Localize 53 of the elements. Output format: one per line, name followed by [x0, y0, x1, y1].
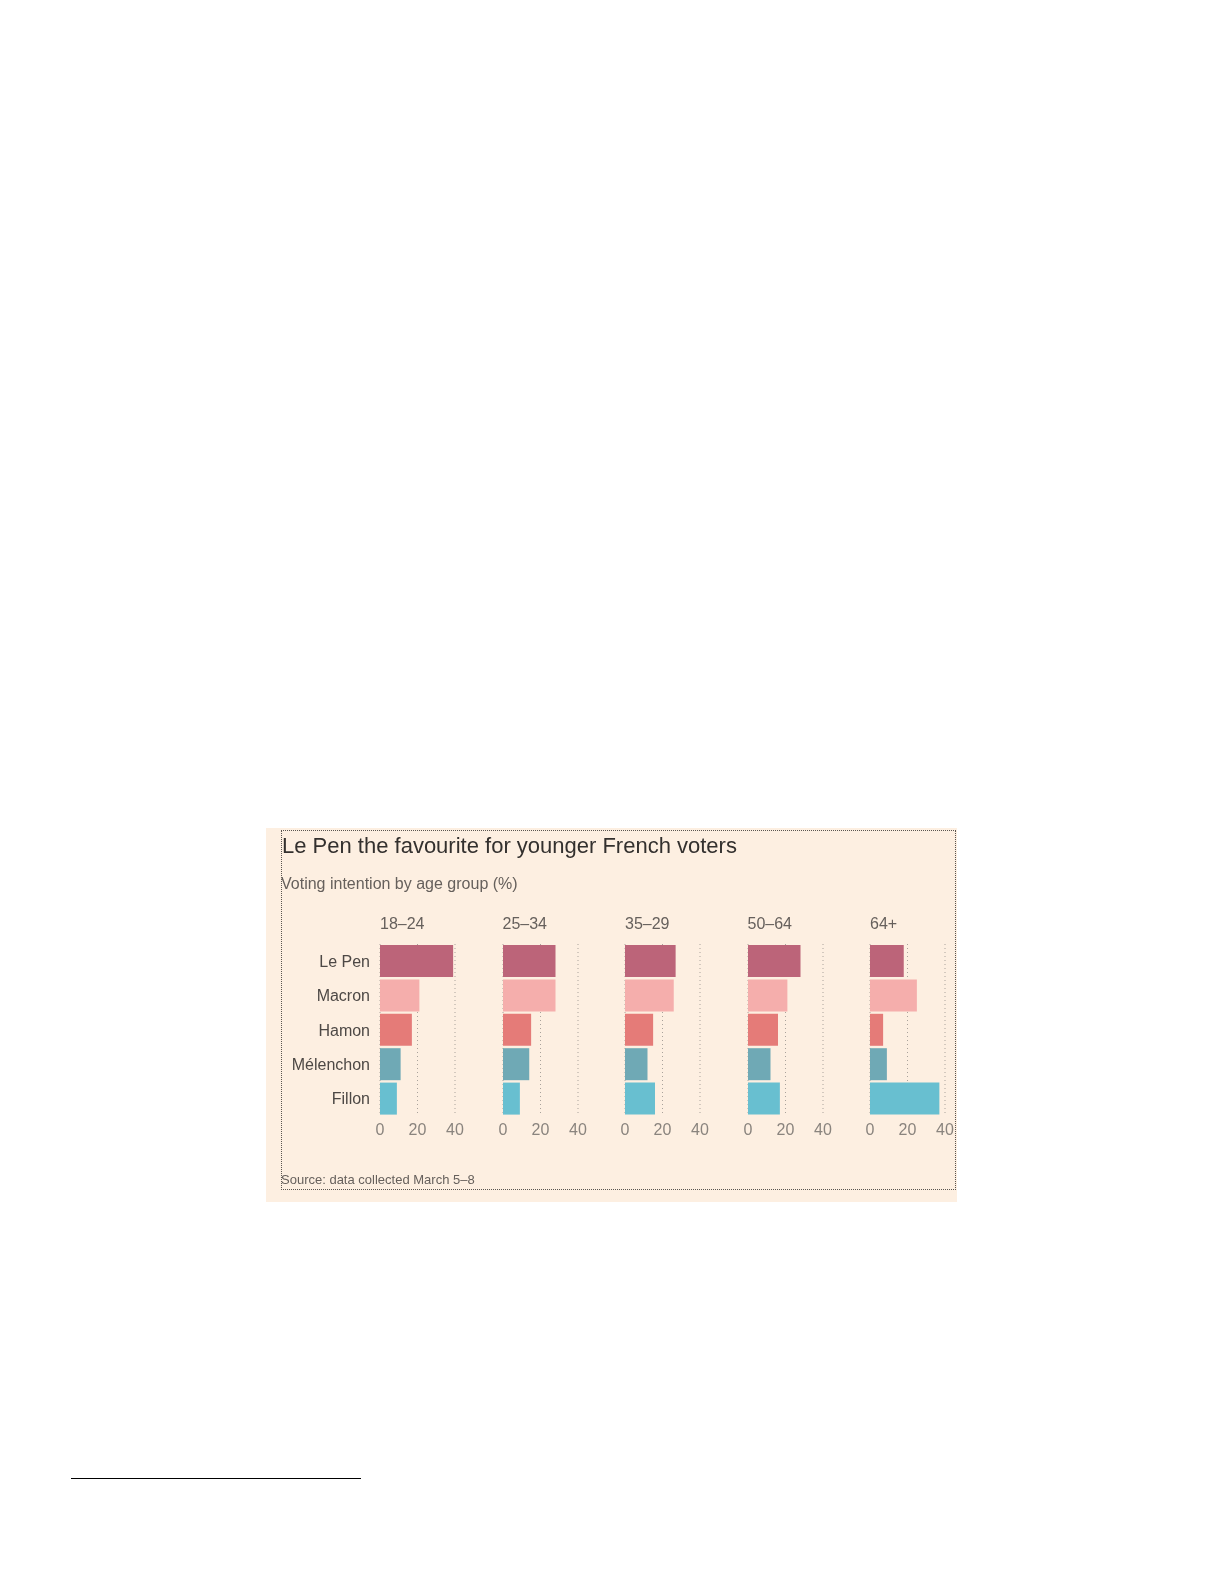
x-tick-label: 20 — [653, 1121, 672, 1139]
chart-title: 35–29 — [625, 915, 670, 932]
x-tick-label: 0 — [865, 1121, 875, 1139]
bar — [747, 1048, 770, 1081]
x-tick-label: 0 — [498, 1121, 508, 1139]
chart-title: 64+ — [870, 915, 898, 932]
y-tick-label: Mélenchon — [291, 1056, 370, 1074]
bar — [870, 1013, 884, 1046]
bar — [870, 1082, 940, 1115]
x-tick-label: 20 — [531, 1121, 549, 1139]
bar — [502, 945, 555, 977]
y-tick-label: Fillon — [331, 1090, 370, 1108]
bar — [502, 979, 555, 1012]
bar — [502, 1048, 529, 1081]
y-tick-label: Le Pen — [319, 952, 370, 970]
x-tick-label: 0 — [620, 1121, 630, 1139]
bar — [625, 1048, 648, 1081]
bar — [625, 1013, 654, 1046]
bar — [747, 1082, 780, 1115]
x-tick-label: 0 — [743, 1121, 753, 1139]
bar — [747, 1013, 778, 1046]
bar — [380, 1048, 401, 1081]
x-tick-label: 40 — [446, 1121, 464, 1139]
bar — [502, 1082, 520, 1115]
bar — [380, 1013, 412, 1046]
bar — [380, 979, 420, 1012]
chart-title: 50–64 — [747, 915, 792, 932]
x-tick-label: 40 — [568, 1121, 587, 1139]
text: Voting intention by age group (%) — [281, 875, 518, 892]
x-tick-label: 20 — [898, 1121, 917, 1139]
x-tick-label: 40 — [813, 1121, 832, 1139]
source-note: Source: data collected March 5–8 — [281, 1172, 475, 1187]
chart-title: 18–24 — [380, 915, 425, 932]
x-tick-label: 20 — [408, 1121, 427, 1139]
chart-title: 25–34 — [502, 915, 547, 932]
bar — [625, 1082, 655, 1115]
bar — [870, 979, 917, 1012]
bar — [502, 1013, 531, 1046]
x-tick-label: 40 — [691, 1121, 709, 1139]
bar — [625, 979, 674, 1012]
bar — [380, 945, 454, 977]
bar — [625, 945, 676, 977]
bar — [747, 945, 800, 977]
x-tick-label: 40 — [936, 1121, 954, 1139]
x-tick-label: 20 — [776, 1121, 794, 1139]
y-tick-label: Hamon — [318, 1021, 370, 1039]
x-tick-label: 0 — [375, 1121, 385, 1139]
text: Le Pen the favourite for younger French voters — [282, 833, 737, 858]
bar — [380, 1082, 397, 1115]
y-tick-label: Macron — [316, 987, 370, 1005]
bar — [747, 979, 787, 1012]
bar — [870, 945, 904, 977]
bar — [870, 1048, 887, 1081]
